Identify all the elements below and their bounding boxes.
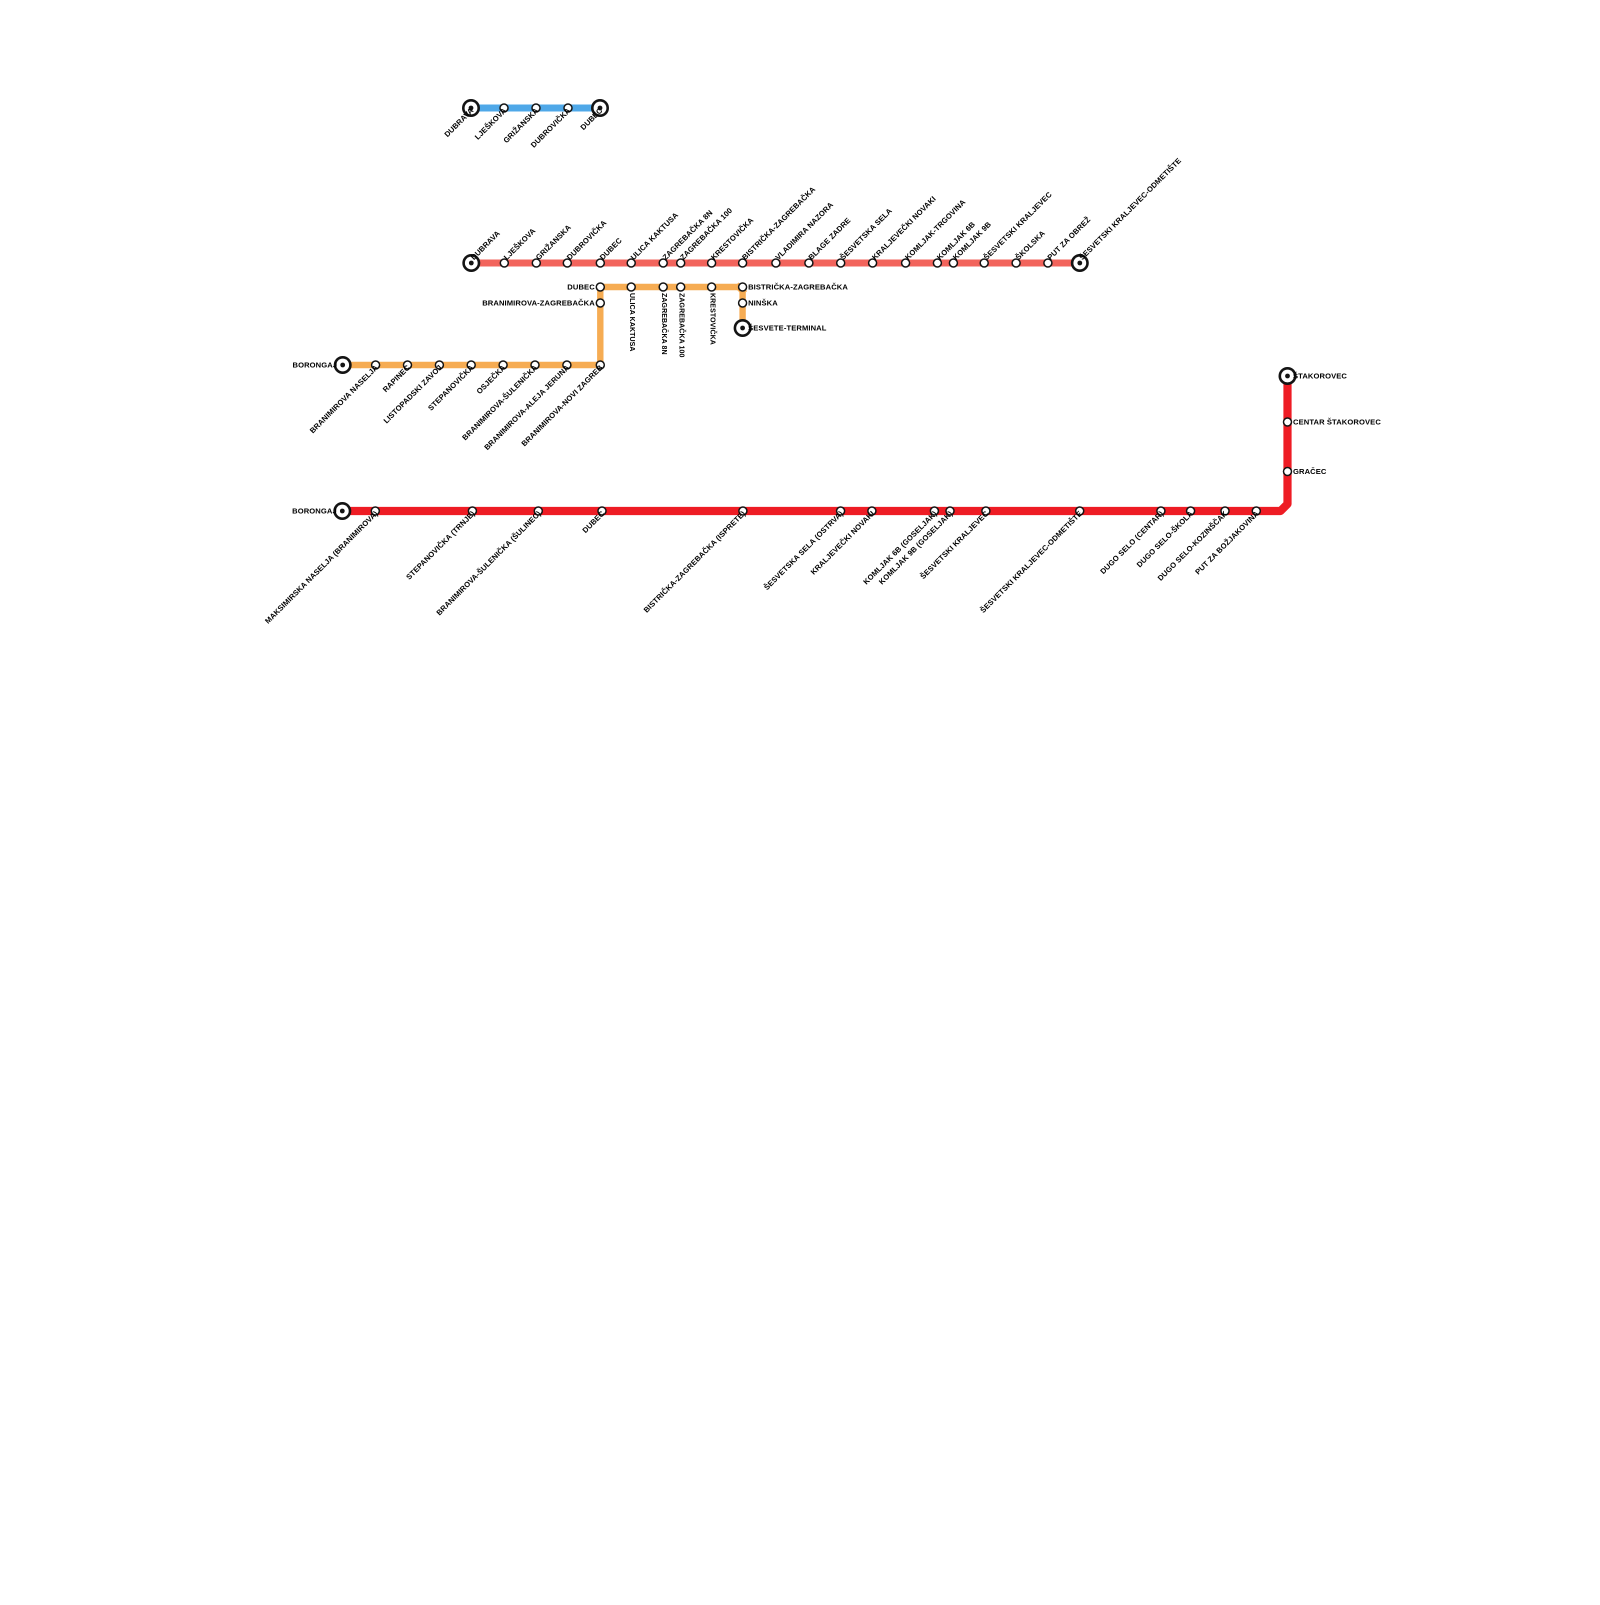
svg-text:BISTRIČKA-ZAGREBAČKA: BISTRIČKA-ZAGREBAČKA — [748, 282, 848, 291]
svg-text:BORONGAJ: BORONGAJ — [293, 360, 338, 369]
svg-text:CENTAR ŠTAKOROVEC: CENTAR ŠTAKOROVEC — [1293, 417, 1381, 426]
svg-text:NINŠKA: NINŠKA — [748, 298, 778, 307]
svg-text:ZAGREBAČKA 100: ZAGREBAČKA 100 — [678, 293, 687, 358]
svg-text:BORONGAJ: BORONGAJ — [292, 506, 337, 515]
svg-text:KRESTOVIČKA: KRESTOVIČKA — [709, 293, 718, 345]
svg-text:GRAČEC: GRAČEC — [1293, 467, 1327, 476]
svg-text:ŠTAKOROVEC: ŠTAKOROVEC — [1293, 371, 1347, 380]
svg-text:ŠESVETE-TERMINAL: ŠESVETE-TERMINAL — [748, 323, 827, 332]
svg-text:ZAGREBAČKA 8N: ZAGREBAČKA 8N — [660, 293, 669, 355]
svg-text:BRANIMIROVA-ZAGREBAČKA: BRANIMIROVA-ZAGREBAČKA — [482, 298, 595, 307]
svg-text:DUBEC: DUBEC — [567, 282, 595, 291]
svg-text:ULICA KAKTUSA: ULICA KAKTUSA — [628, 293, 635, 352]
